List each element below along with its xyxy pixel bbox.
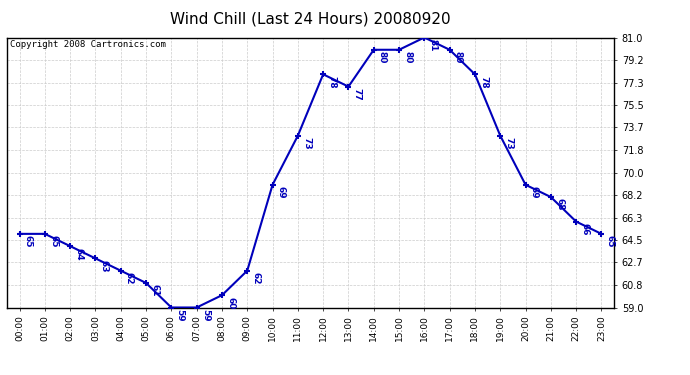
Text: 63: 63: [99, 260, 108, 272]
Text: Copyright 2008 Cartronics.com: Copyright 2008 Cartronics.com: [10, 40, 166, 49]
Text: 59: 59: [201, 309, 210, 321]
Text: 69: 69: [277, 186, 286, 199]
Text: 61: 61: [150, 284, 159, 297]
Text: 59: 59: [175, 309, 184, 321]
Text: 80: 80: [454, 51, 463, 63]
Text: 65: 65: [23, 235, 32, 248]
Text: 60: 60: [226, 297, 235, 309]
Text: 73: 73: [504, 137, 513, 150]
Text: 77: 77: [353, 88, 362, 101]
Text: Wind Chill (Last 24 Hours) 20080920: Wind Chill (Last 24 Hours) 20080920: [170, 11, 451, 26]
Text: 80: 80: [403, 51, 412, 63]
Text: 65: 65: [606, 235, 615, 248]
Text: 66: 66: [580, 223, 589, 236]
Text: 78: 78: [327, 76, 336, 88]
Text: 80: 80: [378, 51, 387, 63]
Text: 68: 68: [555, 198, 564, 211]
Text: 81: 81: [428, 39, 437, 51]
Text: 62: 62: [251, 272, 260, 285]
Text: 73: 73: [302, 137, 311, 150]
Text: 62: 62: [125, 272, 134, 285]
Text: 69: 69: [530, 186, 539, 199]
Text: 64: 64: [75, 248, 83, 260]
Text: 78: 78: [479, 76, 488, 88]
Text: 65: 65: [49, 235, 58, 248]
